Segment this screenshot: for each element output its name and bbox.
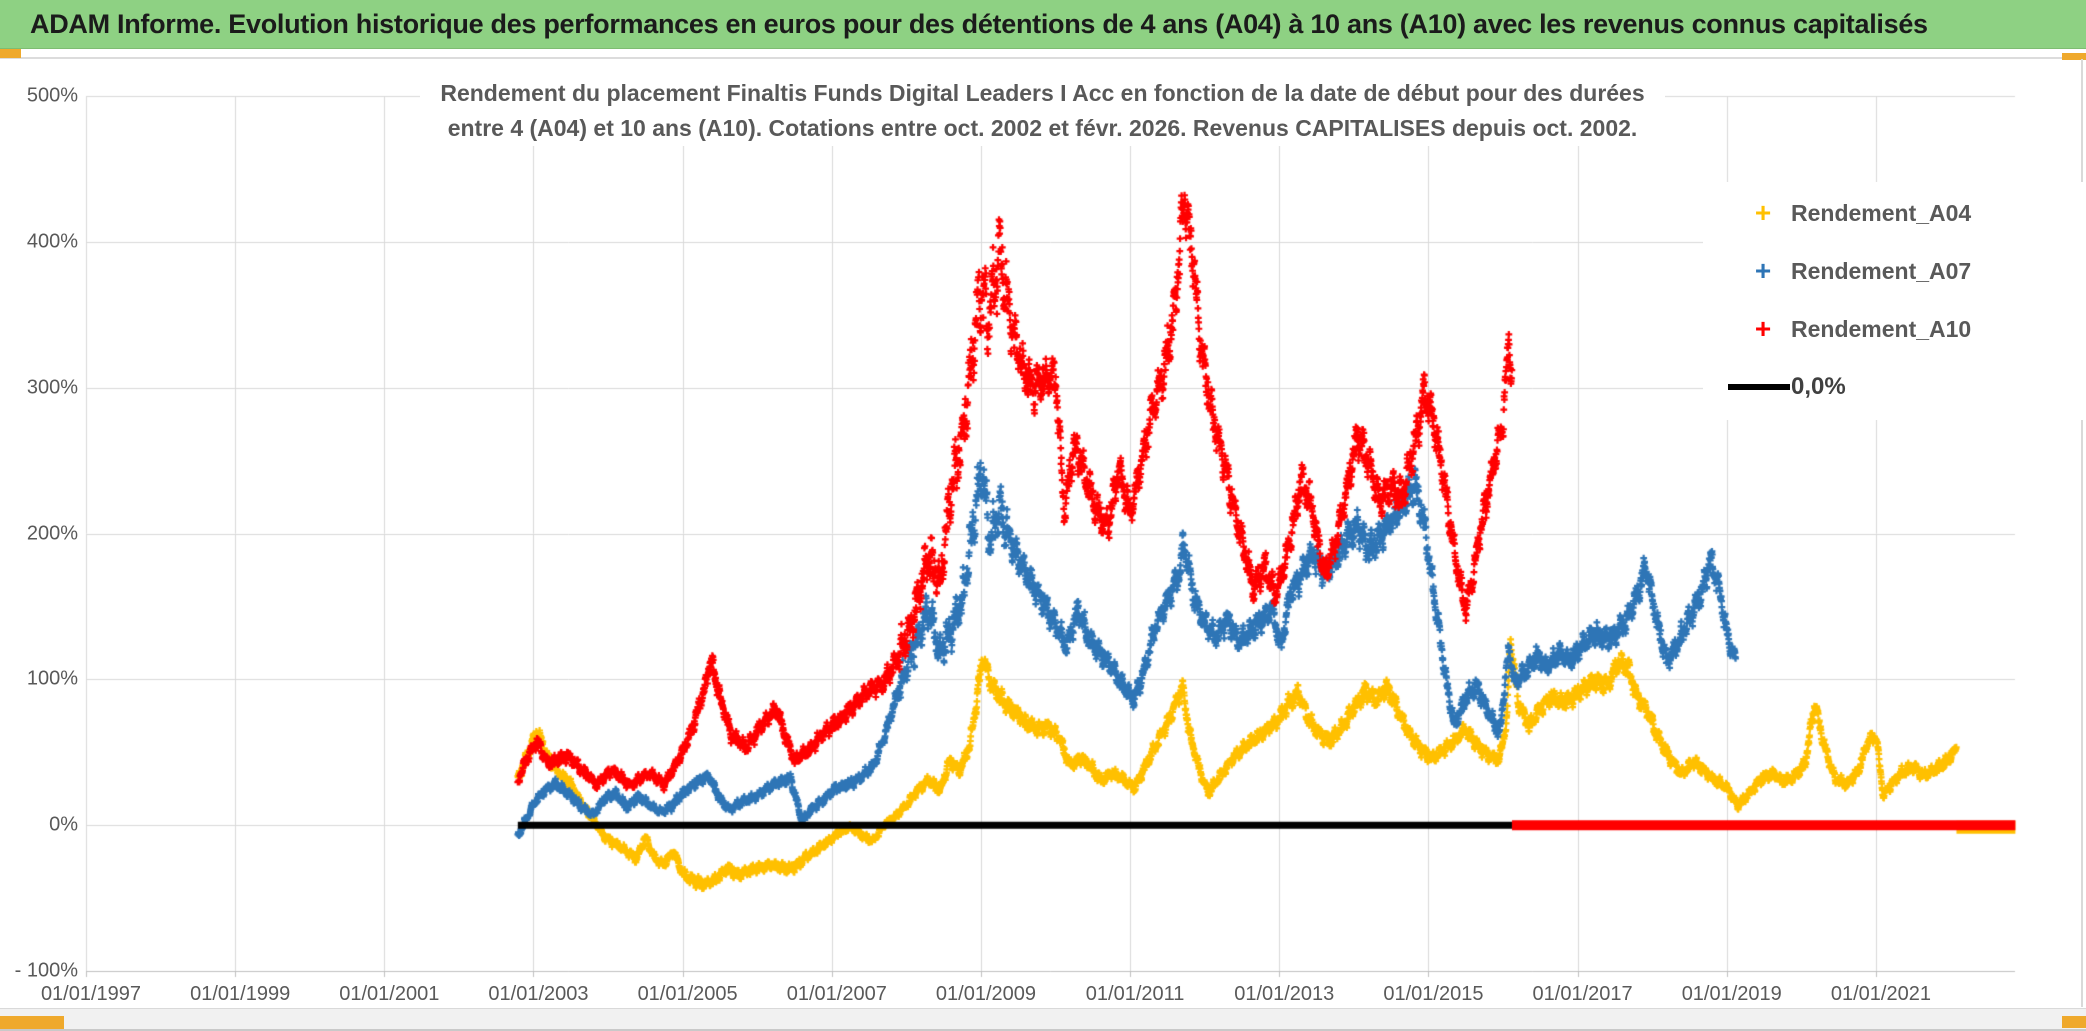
y-tick-label: 500% bbox=[26, 84, 78, 107]
plus-marker-icon: + bbox=[1754, 313, 1772, 344]
page-title: ADAM Informe. Evolution historique des p… bbox=[30, 8, 1928, 39]
x-tick-label: 01/01/2011 bbox=[1085, 983, 1185, 1005]
x-tick-label: 01/01/2001 bbox=[339, 983, 440, 1005]
legend-label: Rendement_A10 bbox=[1791, 315, 1972, 342]
chart-title-line-2: entre 4 (A04) et 10 ans (A10). Cotations… bbox=[447, 115, 1638, 141]
legend-label: 0,0% bbox=[1791, 373, 1846, 400]
x-tick-label: 01/01/2021 bbox=[1830, 983, 1931, 1005]
legend-label: Rendement_A07 bbox=[1791, 257, 1972, 284]
legend-item-zero-line[interactable]: 0,0% bbox=[1703, 358, 2083, 416]
bottom-strip bbox=[0, 1008, 2086, 1031]
legend-item-a04[interactable]: + Rendement_A04 bbox=[1703, 184, 2083, 242]
x-tick-label: 01/01/2013 bbox=[1234, 983, 1335, 1005]
chart-title: Rendement du placement Finaltis Funds Di… bbox=[420, 76, 1665, 146]
x-tick-label: 01/01/2019 bbox=[1681, 983, 1782, 1005]
y-tick-label: 100% bbox=[26, 667, 78, 690]
x-tick-label: 01/01/2017 bbox=[1532, 983, 1633, 1005]
chart-title-line-1: Rendement du placement Finaltis Funds Di… bbox=[440, 80, 1645, 106]
line-sample-icon bbox=[1728, 384, 1790, 390]
y-tick-label: 300% bbox=[26, 376, 78, 399]
plus-marker-icon: + bbox=[1754, 197, 1772, 228]
x-tick-label: 01/01/2007 bbox=[786, 983, 887, 1005]
x-tick-label: 01/01/2009 bbox=[935, 983, 1036, 1005]
gold-corner-accent-bottom-right bbox=[2062, 1016, 2086, 1028]
x-tick-label: 01/01/1999 bbox=[190, 983, 291, 1005]
title-bar: ADAM Informe. Evolution historique des p… bbox=[0, 0, 2086, 49]
chart-legend[interactable]: + Rendement_A04 + Rendement_A07 + Rendem… bbox=[1703, 182, 2083, 420]
legend-item-a10[interactable]: + Rendement_A10 bbox=[1703, 300, 2083, 358]
x-tick-label: 01/01/1997 bbox=[40, 983, 142, 1005]
y-tick-label: - 100% bbox=[14, 959, 78, 982]
gold-corner-accent-bottom-left bbox=[0, 1016, 64, 1029]
legend-label: Rendement_A04 bbox=[1791, 199, 1972, 226]
x-tick-label: 01/01/2015 bbox=[1383, 983, 1484, 1005]
x-tick-label: 01/01/2003 bbox=[488, 983, 589, 1005]
plus-marker-icon: + bbox=[1754, 255, 1772, 286]
y-tick-label: 200% bbox=[26, 522, 78, 544]
legend-item-a07[interactable]: + Rendement_A07 bbox=[1703, 242, 2083, 300]
x-tick-label: 01/01/2005 bbox=[637, 983, 738, 1005]
y-tick-label: 400% bbox=[26, 230, 78, 253]
y-tick-label: 0% bbox=[49, 813, 78, 836]
